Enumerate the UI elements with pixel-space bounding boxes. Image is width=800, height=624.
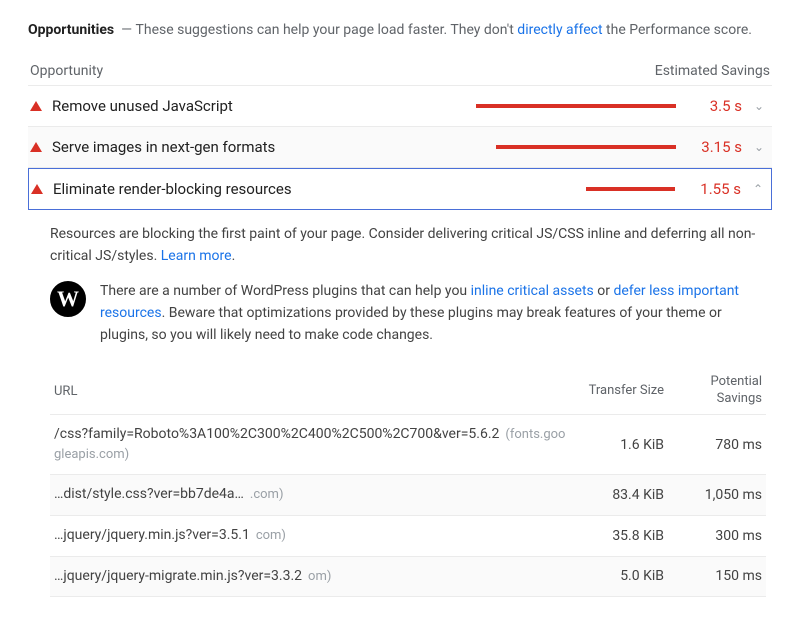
resource-row: …dist/style.css?ver=bb7de4a….com) 83.4 Ki… — [50, 475, 766, 516]
transfer-size: 83.4 KiB — [574, 487, 664, 503]
savings-bar — [476, 145, 676, 149]
fail-triangle-icon — [30, 101, 42, 111]
opportunities-header: Opportunities — These suggestions can he… — [28, 20, 772, 41]
directly-affect-link[interactable]: directly affect — [517, 22, 602, 38]
opportunity-row[interactable]: Remove unused JavaScript 3.5 s ⌄ — [28, 86, 772, 127]
potential-savings: 150 ms — [672, 568, 762, 584]
transfer-size: 5.0 KiB — [574, 568, 664, 584]
transfer-size: 35.8 KiB — [574, 528, 664, 544]
chevron-down-icon: ⌄ — [752, 140, 766, 154]
savings-value: 3.15 s — [686, 138, 742, 156]
learn-more-link[interactable]: Learn more — [161, 248, 232, 264]
opportunity-label: Serve images in next-gen formats — [52, 138, 275, 156]
savings-bar — [475, 187, 675, 191]
resource-url: …jquery/jquery-migrate.min.js?ver=3.3.2o… — [54, 567, 566, 587]
resource-row: …jquery/jquery-migrate.min.js?ver=3.3.2o… — [50, 557, 766, 598]
savings-bar — [476, 104, 676, 108]
potential-savings: 1,050 ms — [672, 487, 762, 503]
resource-url: …jquery/jquery.min.js?ver=3.5.1com) — [54, 526, 566, 546]
resource-url: /css?family=Roboto%3A100%2C300%2C400%2C5… — [54, 425, 566, 464]
resource-host: com) — [256, 528, 286, 543]
section-title: Opportunities — [28, 22, 114, 38]
resource-row: …jquery/jquery.min.js?ver=3.5.1com) 35.8 … — [50, 516, 766, 557]
detail-description: Resources are blocking the first paint o… — [50, 224, 766, 267]
resource-host: .com) — [250, 487, 284, 502]
chevron-up-icon: ⌃ — [751, 182, 765, 196]
fail-triangle-icon — [31, 184, 43, 194]
resource-table-header: URL Transfer Size Potential Savings — [50, 368, 766, 415]
opportunity-label: Eliminate render-blocking resources — [53, 180, 292, 198]
potential-savings: 300 ms — [672, 528, 762, 544]
transfer-size: 1.6 KiB — [574, 437, 664, 453]
col-potential-savings: Potential Savings — [672, 374, 762, 408]
inline-critical-link[interactable]: inline critical assets — [471, 283, 594, 299]
savings-value: 1.55 s — [685, 180, 741, 198]
chevron-down-icon: ⌄ — [752, 99, 766, 113]
resource-host: om) — [308, 569, 331, 584]
wordpress-hint: W There are a number of WordPress plugin… — [50, 281, 766, 346]
potential-savings: 780 ms — [672, 437, 762, 453]
savings-value: 3.5 s — [686, 97, 742, 115]
col-estimated-savings: Estimated Savings — [655, 63, 770, 79]
resource-row: /css?family=Roboto%3A100%2C300%2C400%2C5… — [50, 415, 766, 475]
resource-url: …dist/style.css?ver=bb7de4a….com) — [54, 485, 566, 505]
col-url: URL — [54, 384, 566, 399]
wordpress-icon: W — [50, 281, 86, 317]
opportunity-detail: Resources are blocking the first paint o… — [28, 210, 772, 597]
opportunity-row[interactable]: Eliminate render-blocking resources 1.55 … — [28, 168, 772, 210]
opportunity-label: Remove unused JavaScript — [52, 97, 233, 115]
col-transfer-size: Transfer Size — [574, 383, 664, 400]
col-opportunity: Opportunity — [30, 63, 103, 79]
opportunity-row[interactable]: Serve images in next-gen formats 3.15 s ⌄ — [28, 127, 772, 168]
column-headers: Opportunity Estimated Savings — [28, 57, 772, 86]
fail-triangle-icon — [30, 142, 42, 152]
